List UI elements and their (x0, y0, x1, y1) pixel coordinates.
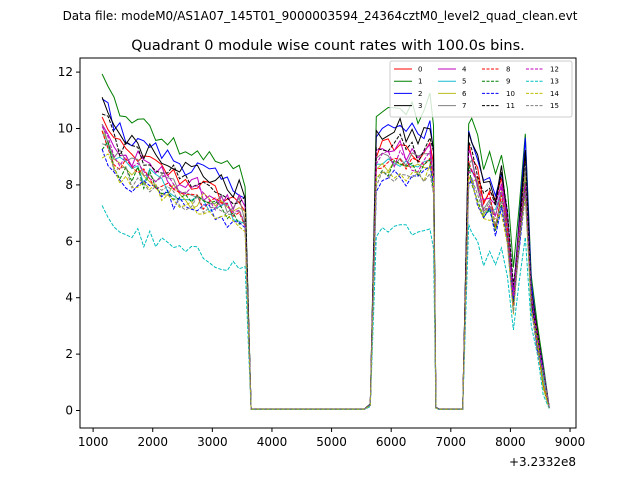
plot-frame (79, 57, 577, 429)
x-tick-label: 6000 (376, 435, 407, 449)
legend-label-9: 9 (506, 78, 510, 86)
legend-label-5: 5 (462, 78, 466, 86)
y-tick-label: 10 (58, 122, 73, 136)
legend-label-8: 8 (506, 66, 510, 74)
y-tick-label: 4 (65, 291, 73, 305)
legend-label-2: 2 (418, 90, 422, 98)
series-line-12 (101, 126, 550, 410)
legend-label-1: 1 (418, 78, 422, 86)
legend-label-3: 3 (418, 102, 422, 110)
x-axis-ticks: 1000 2000 3000 4000 5000 6000 7000 8000 9000 (78, 428, 585, 449)
x-tick-label: 9000 (555, 435, 586, 449)
x-tick-label: 4000 (257, 435, 288, 449)
series-line-15 (101, 143, 550, 410)
legend-label-13: 13 (550, 78, 559, 86)
legend-label-15: 15 (550, 102, 559, 110)
x-tick-label: 7000 (436, 435, 467, 449)
legend-label-10: 10 (506, 90, 515, 98)
legend-label-11: 11 (506, 102, 515, 110)
figure-suptitle: Data file: modeM0/AS1A07_145T01_90000035… (63, 9, 578, 23)
series-line-13 (101, 205, 550, 410)
x-tick-label: 1000 (78, 435, 109, 449)
y-tick-label: 0 (65, 404, 73, 418)
legend-box (389, 60, 573, 118)
legend-label-14: 14 (550, 90, 559, 98)
x-axis-offset-label: +3.2332e8 (509, 455, 576, 469)
chart-title: Quadrant 0 module wise count rates with … (131, 38, 525, 54)
y-tick-label: 6 (65, 234, 73, 248)
x-tick-label: 5000 (316, 435, 347, 449)
x-tick-label: 3000 (197, 435, 228, 449)
y-tick-label: 12 (58, 65, 73, 79)
legend-label-6: 6 (462, 90, 467, 98)
x-tick-label: 2000 (137, 435, 168, 449)
x-tick-label: 8000 (495, 435, 526, 449)
plot-lines (101, 73, 550, 410)
y-axis-ticks: 0 2 4 6 8 10 12 (58, 65, 80, 418)
legend-label-12: 12 (550, 66, 559, 74)
legend-label-4: 4 (462, 66, 467, 74)
y-tick-label: 2 (65, 347, 73, 361)
legend-label-0: 0 (418, 66, 422, 74)
legend-label-7: 7 (462, 102, 466, 110)
y-tick-label: 8 (65, 178, 73, 192)
